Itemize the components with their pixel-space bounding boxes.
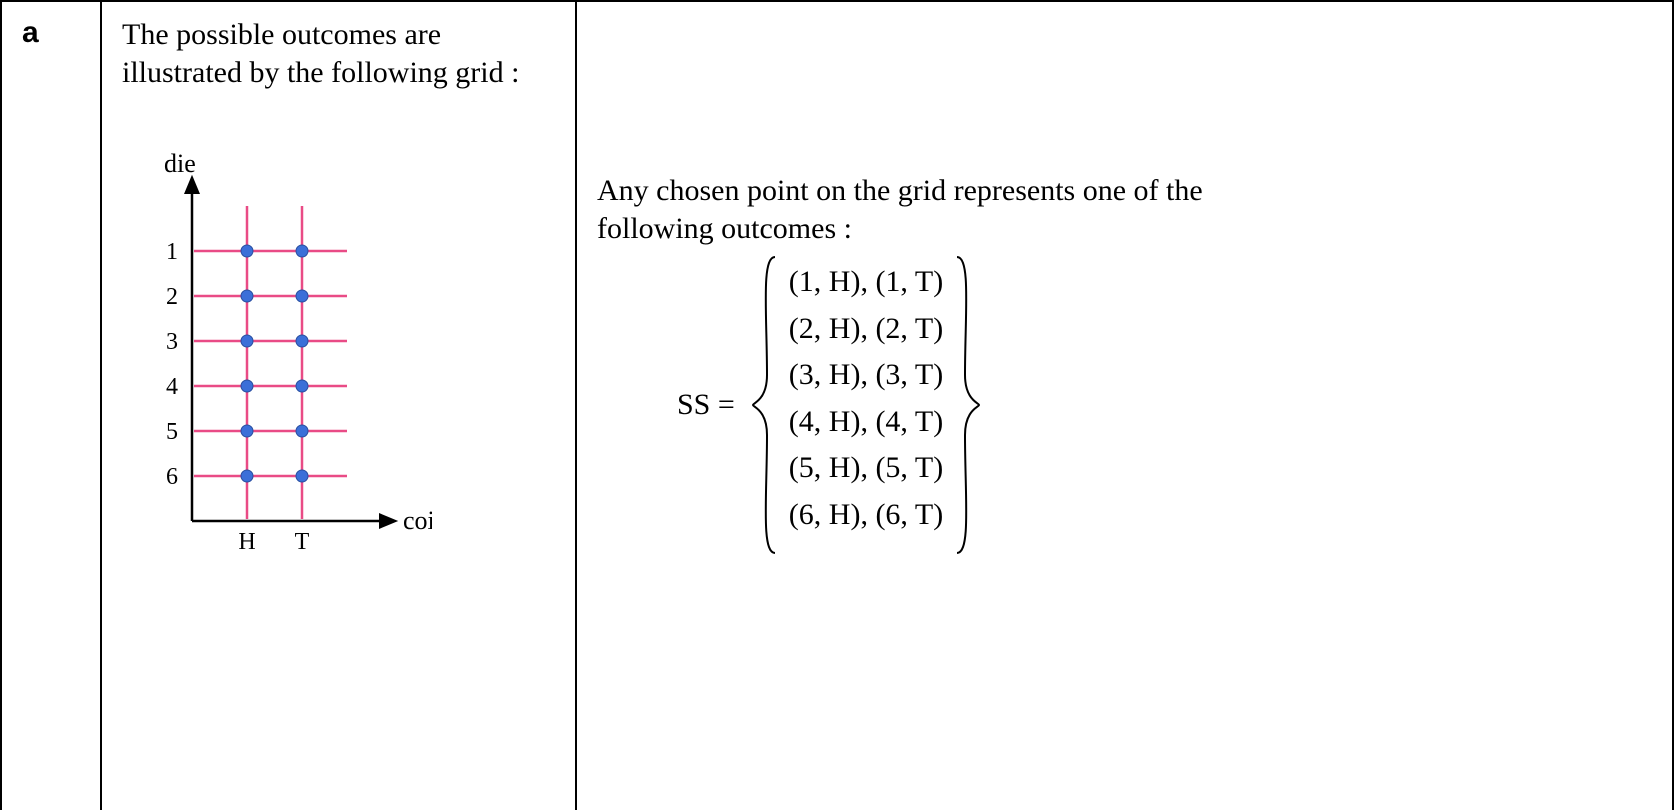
svg-text:H: H [238,529,255,555]
ss-label: SS = [677,386,735,424]
layout-table: a The possible outcomes are illustrated … [0,0,1674,810]
svg-text:die: die [164,149,196,178]
middle-cell: The possible outcomes are illustrated by… [102,2,577,810]
brace-wrap: (1, H), (1, T)(2, H), (2, T)(3, H), (3, … [751,255,981,555]
part-label: a [22,16,39,49]
ss-rows: (1, H), (1, T)(2, H), (2, T)(3, H), (3, … [779,255,953,555]
svg-text:1: 1 [166,239,178,265]
sample-space-block: SS = (1, H), (1, T)(2, H), (2, T)(3, H),… [677,255,1652,555]
svg-text:5: 5 [166,419,178,445]
svg-text:3: 3 [166,329,178,355]
ss-row: (2, H), (2, T) [789,306,943,353]
part-label-cell: a [2,2,102,810]
svg-text:4: 4 [166,374,178,400]
ss-row: (6, H), (6, T) [789,492,943,539]
intro-text-right-line2: following outcomes : [597,210,1652,248]
svg-text:6: 6 [166,464,178,490]
svg-text:2: 2 [166,284,178,310]
grid-chart-svg: 1 2 3 4 5 6 H Tdie coin [132,141,432,621]
intro-text-mid: The possible outcomes are illustrated by… [122,16,555,91]
svg-text:T: T [295,529,310,555]
intro-text-right-line1: Any chosen point on the grid represents … [597,172,1652,210]
svg-text:coin: coin [403,506,432,535]
right-brace-icon [953,255,981,555]
ss-row: (5, H), (5, T) [789,445,943,492]
ss-row: (3, H), (3, T) [789,352,943,399]
grid-chart-area: 1 2 3 4 5 6 H Tdie coin [132,141,555,641]
right-cell: Any chosen point on the grid represents … [577,2,1672,810]
ss-row: (1, H), (1, T) [789,259,943,306]
left-brace-icon [751,255,779,555]
grid-chart: 1 2 3 4 5 6 H Tdie coin [132,141,432,641]
ss-row: (4, H), (4, T) [789,399,943,446]
